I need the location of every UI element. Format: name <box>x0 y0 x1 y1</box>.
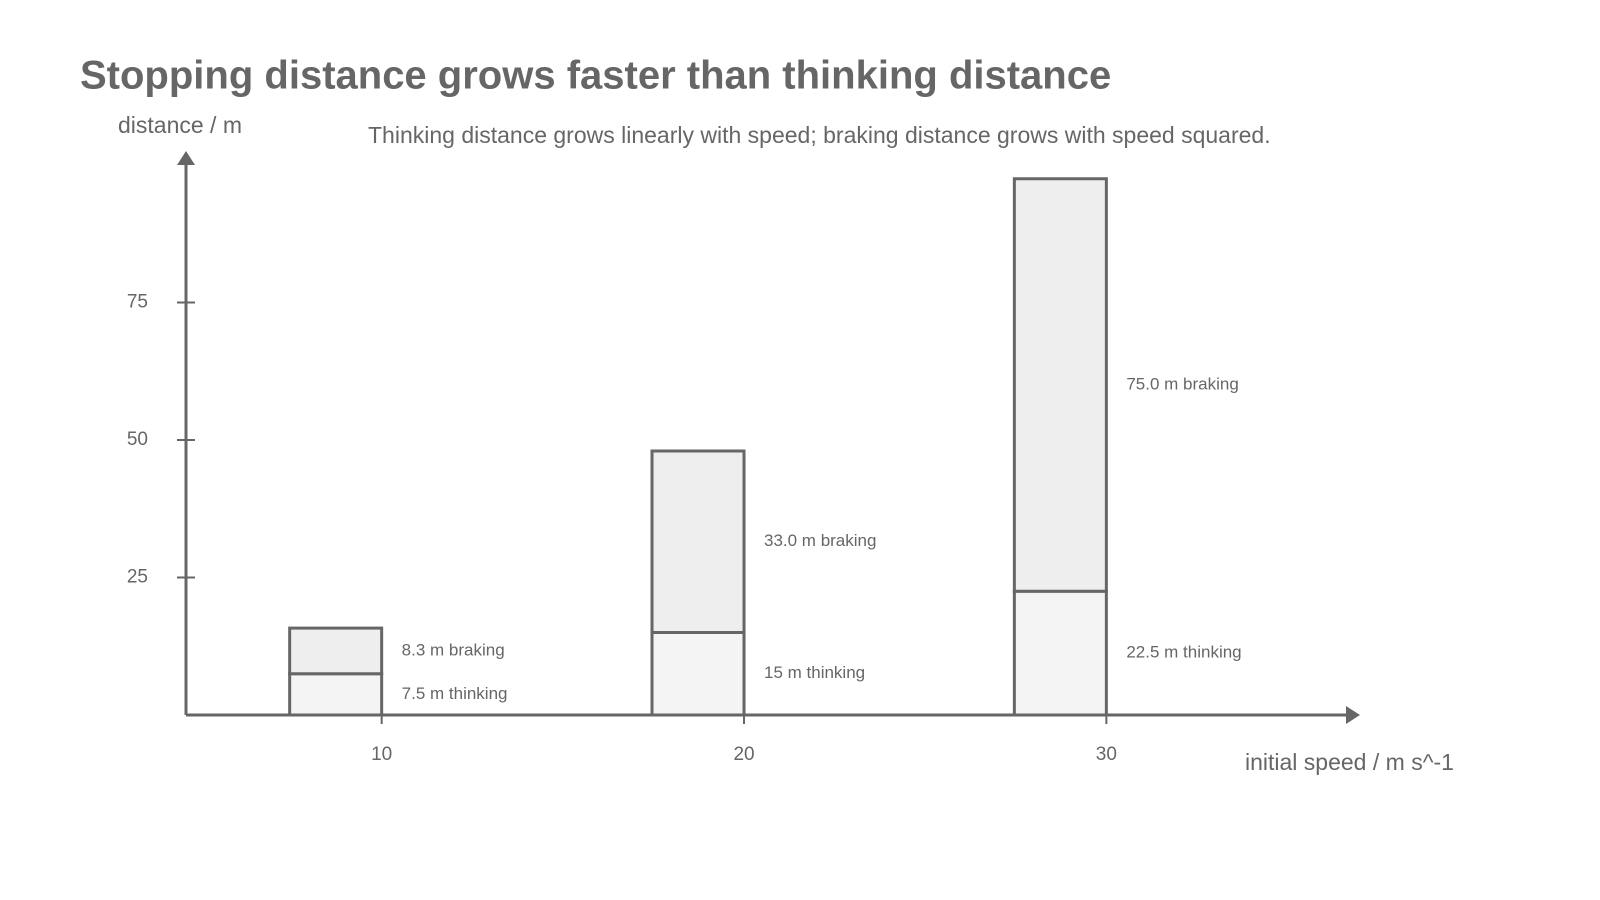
x-axis-arrow <box>1346 706 1360 724</box>
data-label: 33.0 m braking <box>764 531 876 550</box>
chart-subtitle: Thinking distance grows linearly with sp… <box>368 122 1271 148</box>
bar-segment <box>288 626 384 676</box>
x-tick-label: 10 <box>371 744 392 765</box>
bar-segment <box>650 631 746 717</box>
x-tick-label: 20 <box>733 744 754 765</box>
y-axis-label: distance / m <box>118 112 242 138</box>
y-tick-label: 75 <box>127 292 148 313</box>
data-label: 15 m thinking <box>764 663 865 682</box>
x-axis-label: initial speed / m s^-1 <box>1245 749 1454 775</box>
bar-segment <box>650 449 746 634</box>
bar-segment <box>1012 589 1108 717</box>
bar-segment <box>1012 177 1108 593</box>
chart-title: Stopping distance grows faster than thin… <box>80 54 1111 98</box>
data-label: 7.5 m thinking <box>402 684 508 703</box>
y-axis-arrow <box>177 151 195 165</box>
x-tick-label: 30 <box>1096 744 1117 765</box>
y-tick-label: 50 <box>127 429 148 450</box>
bar-segment <box>288 672 384 717</box>
data-label: 8.3 m braking <box>402 640 505 659</box>
data-label: 22.5 m thinking <box>1126 643 1241 662</box>
data-label: 75.0 m braking <box>1126 374 1238 393</box>
y-tick-label: 25 <box>127 567 148 588</box>
